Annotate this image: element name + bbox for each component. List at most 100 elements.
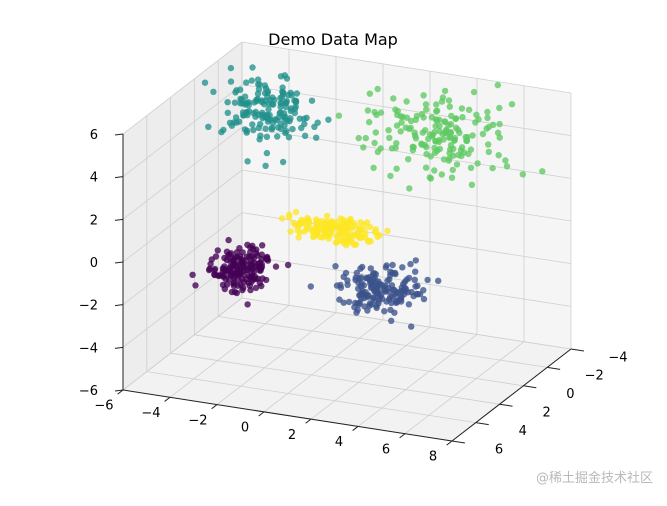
scatter-point-cluster-2 [364, 292, 371, 299]
grid-x-floor [216, 312, 337, 405]
scatter-point-cluster-4 [364, 107, 372, 114]
scatter-point-cluster-4 [423, 106, 430, 113]
grid-y-floor [194, 334, 524, 387]
data-points [189, 64, 546, 330]
scatter-point-cluster-2 [401, 290, 408, 298]
scatter-point-cluster-5 [372, 226, 379, 233]
watermark-text: @稀土掘金技术社区 [535, 471, 653, 486]
scatter-point-cluster-4 [479, 130, 487, 138]
scatter-point-cluster-4 [386, 134, 393, 142]
grid-z-back [241, 126, 572, 179]
scatter-point-cluster-3 [227, 78, 235, 85]
scatter-point-cluster-4 [362, 134, 369, 142]
x-axis-line [122, 389, 453, 442]
y-tick-label: 0 [566, 387, 574, 402]
scatter-point-cluster-2 [411, 276, 418, 283]
scatter-point-cluster-2 [357, 265, 364, 272]
scatter-point-cluster-2 [407, 260, 414, 268]
y-tick-mark [523, 385, 537, 389]
scatter-point-cluster-3 [282, 103, 290, 111]
scatter-point-cluster-4 [335, 112, 343, 119]
scatter-point-cluster-3 [257, 120, 264, 128]
scatter-point-cluster-3 [254, 76, 262, 83]
scatter-point-cluster-4 [385, 127, 392, 134]
scatter-point-cluster-4 [387, 172, 394, 180]
x-tick-label: −4 [141, 406, 160, 421]
scatter-point-cluster-2 [353, 269, 360, 277]
scatter-point-cluster-1 [206, 265, 213, 272]
grid-z-side [122, 169, 243, 263]
y-tick-label: 4 [519, 424, 527, 439]
scatter-point-cluster-2 [388, 282, 396, 289]
scatter-point-cluster-4 [467, 164, 475, 171]
scatter-point-cluster-3 [244, 158, 251, 165]
scatter-point-cluster-3 [254, 95, 261, 103]
scatter-point-cluster-1 [272, 263, 280, 270]
scatter-point-cluster-4 [446, 103, 453, 110]
scatter-point-cluster-1 [252, 284, 260, 292]
scatter-point-cluster-2 [412, 283, 419, 290]
floor-pane [123, 298, 571, 441]
scatter-point-cluster-4 [418, 141, 426, 148]
scatter-point-cluster-4 [484, 114, 491, 122]
scatter-point-cluster-4 [473, 111, 480, 119]
scatter-point-cluster-4 [420, 92, 427, 99]
scatter-point-cluster-4 [495, 152, 502, 159]
scatter-point-cluster-5 [323, 212, 331, 220]
scatter-point-cluster-1 [231, 288, 239, 296]
scatter-point-cluster-4 [403, 98, 410, 105]
scatter-point-cluster-4 [433, 101, 440, 108]
scatter-point-cluster-5 [286, 214, 293, 221]
scatter-point-cluster-1 [243, 253, 251, 260]
z-tick-label: 2 [90, 213, 98, 228]
z-tick-mark [114, 133, 124, 136]
scatter-point-cluster-4 [397, 128, 404, 135]
scatter-point-cluster-2 [412, 268, 419, 275]
scatter-point-cluster-4 [393, 140, 400, 147]
scatter-point-cluster-5 [365, 237, 372, 244]
y-tick-mark [451, 440, 466, 444]
scatter-point-cluster-2 [382, 264, 390, 271]
scatter-point-cluster-5 [357, 219, 364, 226]
scatter-point-cluster-4 [496, 134, 503, 141]
scatter-point-cluster-4 [464, 133, 471, 141]
scatter-point-cluster-4 [453, 161, 461, 168]
scatter-point-cluster-4 [496, 120, 503, 128]
scatter-point-cluster-3 [241, 93, 249, 100]
scatter-point-cluster-2 [381, 308, 388, 315]
scatter-point-cluster-2 [435, 277, 442, 284]
scatter-point-cluster-4 [470, 88, 478, 96]
scatter-point-cluster-2 [307, 283, 314, 290]
scatter-point-cluster-4 [454, 126, 462, 134]
scatter-point-cluster-3 [262, 112, 270, 119]
scatter-point-cluster-4 [458, 152, 465, 160]
scatter-point-cluster-1 [259, 242, 266, 249]
scatter-point-cluster-2 [364, 307, 371, 314]
x-tick-mark [211, 404, 218, 410]
scatter-point-cluster-2 [386, 276, 393, 283]
scatter-point-cluster-3 [256, 136, 263, 143]
scatter-point-cluster-4 [485, 141, 492, 148]
scatter-point-cluster-3 [263, 133, 271, 140]
scatter-point-cluster-4 [422, 101, 430, 108]
scatter-point-cluster-3 [311, 123, 318, 130]
scatter-point-cluster-3 [249, 64, 256, 71]
scatter-point-cluster-2 [373, 304, 380, 312]
scatter-point-cluster-5 [356, 227, 363, 235]
scatter-point-cluster-3 [264, 88, 272, 95]
scatter-point-cluster-4 [494, 81, 501, 89]
z-tick-mark [114, 218, 124, 221]
x-tick-label: 0 [241, 421, 249, 436]
scatter-point-cluster-4 [458, 105, 466, 112]
scatter-point-cluster-2 [337, 284, 345, 291]
grid-y-floor [146, 371, 476, 423]
scatter-point-cluster-4 [438, 171, 445, 178]
grid-z-back [241, 297, 572, 350]
scatter-point-cluster-3 [261, 82, 269, 89]
grid-y-floor [218, 316, 548, 368]
scatter-point-cluster-3 [268, 126, 276, 133]
z-tick-label: 0 [90, 256, 98, 271]
y-tick-label: −2 [585, 369, 604, 384]
